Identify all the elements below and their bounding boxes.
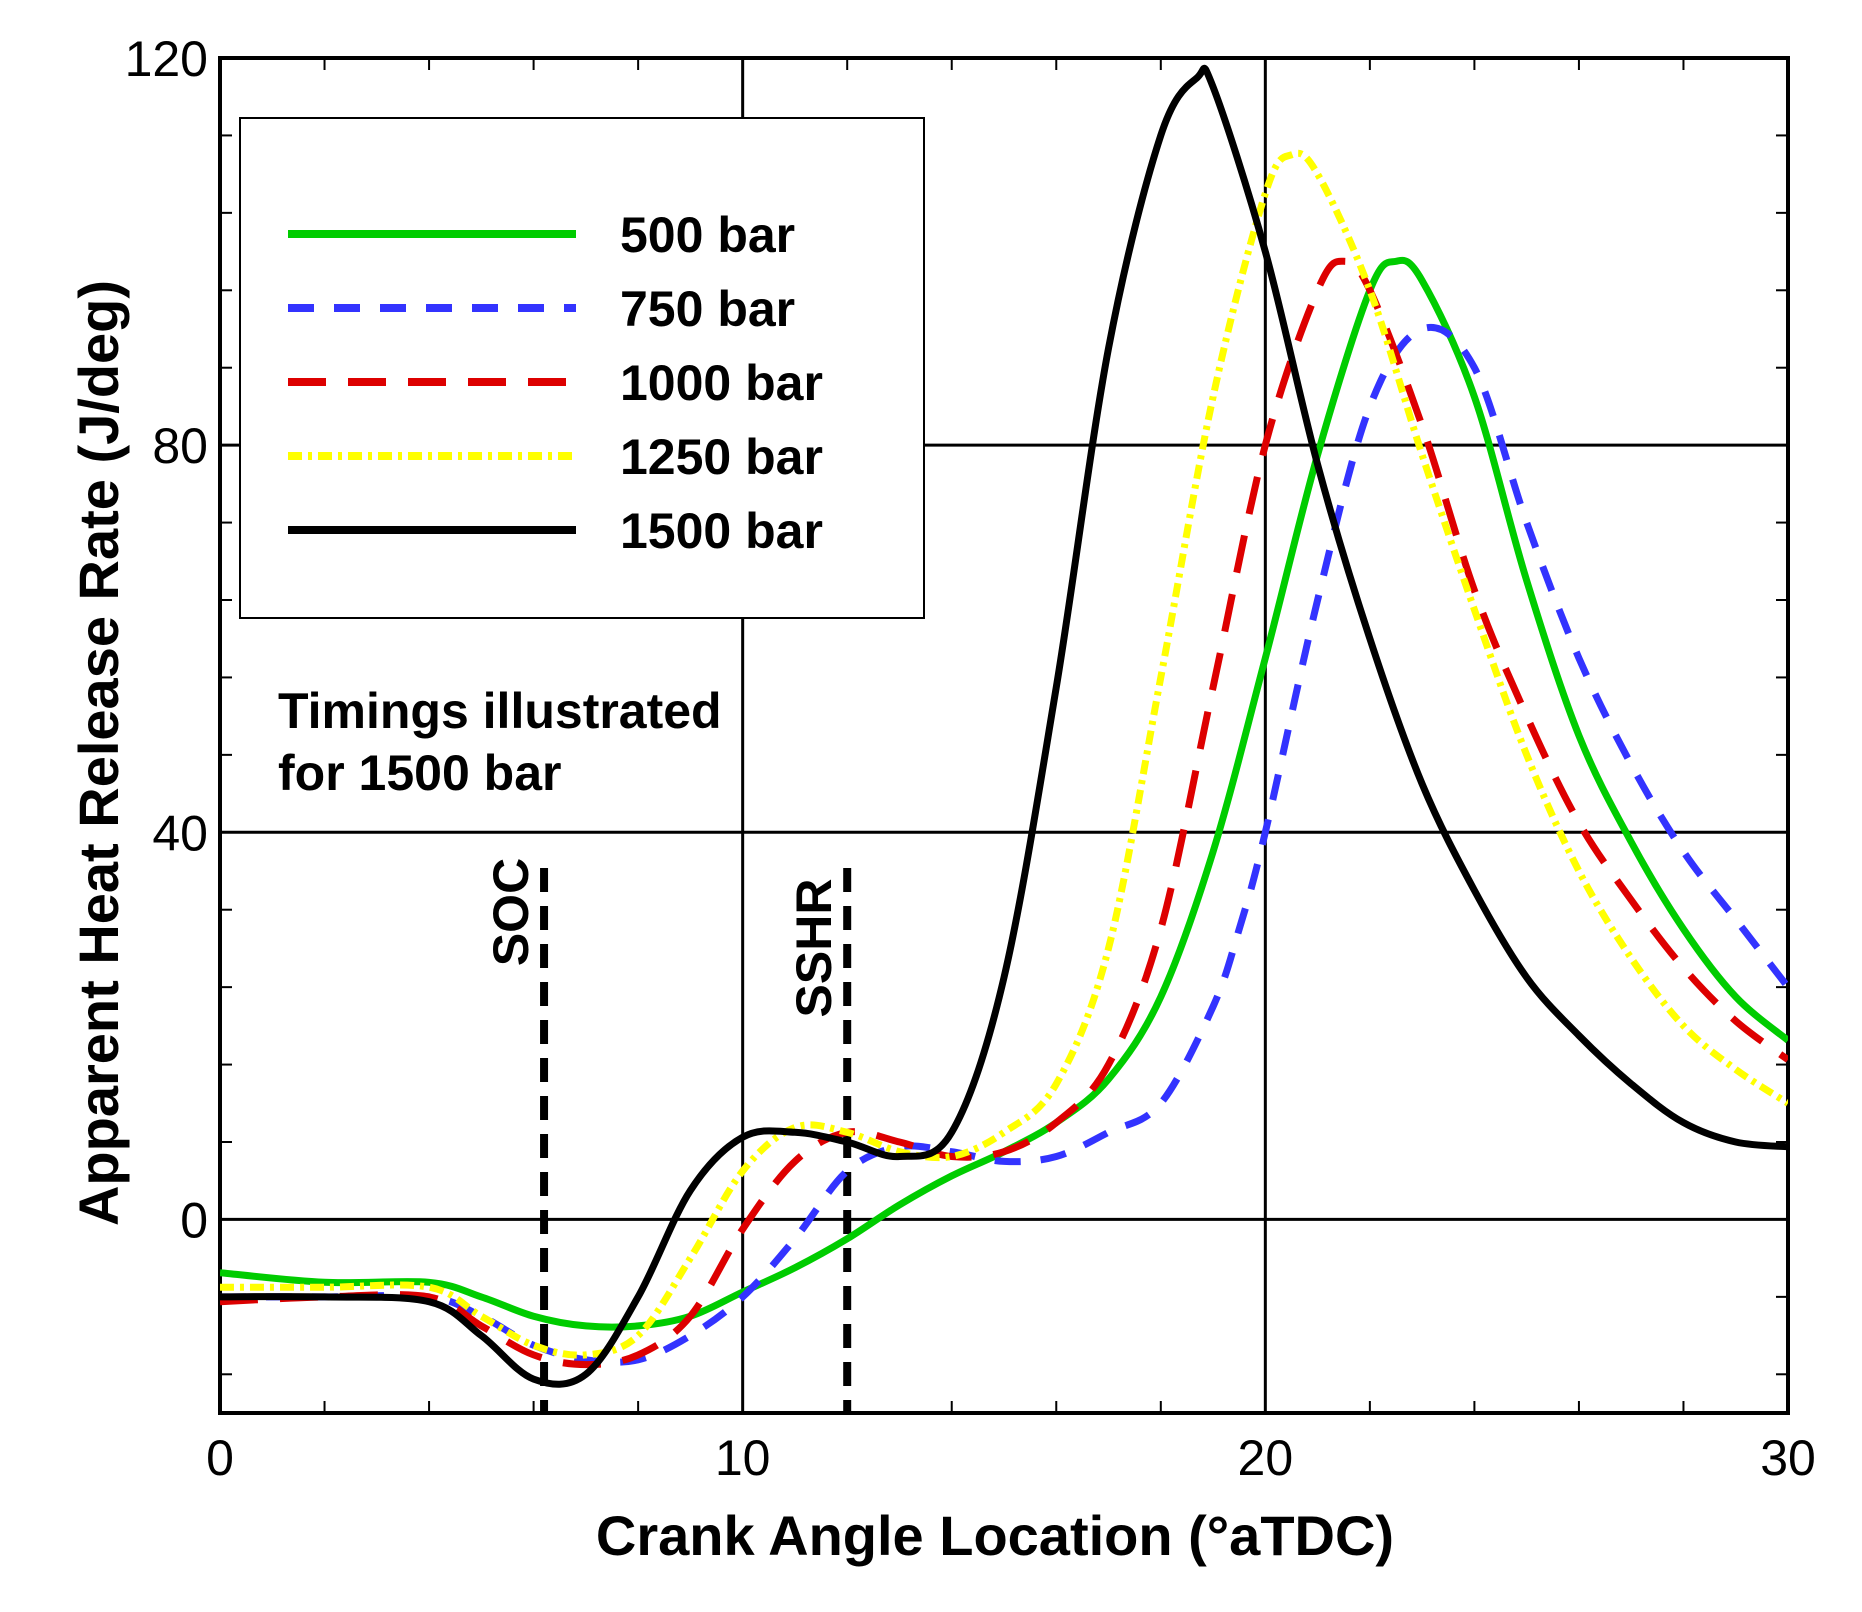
- marker-label-sshr: SSHR: [786, 879, 842, 1018]
- x-axis-title: Crank Angle Location (°aTDC): [596, 1504, 1394, 1567]
- legend-label-1250-bar: 1250 bar: [620, 429, 823, 485]
- plot-frame: [218, 56, 1790, 1415]
- x-tick-label-20: 20: [1238, 1430, 1294, 1486]
- series-line-1250-bar: [220, 149, 1788, 1359]
- minor-ticks: [219, 57, 1789, 1413]
- legend-label-1000-bar: 1000 bar: [620, 355, 823, 411]
- y-tick-label-80: 80: [152, 418, 208, 474]
- x-tick-label-10: 10: [715, 1430, 771, 1486]
- series-line-500-bar: [220, 256, 1788, 1331]
- note-line-1: Timings illustrated: [278, 683, 722, 739]
- series-line-1500-bar: [220, 64, 1788, 1388]
- y-tick-label-40: 40: [152, 805, 208, 861]
- y-tick-label-120: 120: [125, 31, 208, 87]
- y-tick-label-0: 0: [180, 1192, 208, 1248]
- x-tick-label-30: 30: [1760, 1430, 1816, 1486]
- legend: 500 bar 750 bar 1000 bar 1250 bar 1500 bar: [239, 117, 925, 619]
- plot-border: [218, 56, 1790, 1415]
- x-tick-label-0: 0: [206, 1430, 234, 1486]
- axis-tick-labels: 0 10 20 30 0 40 80 120: [125, 31, 1816, 1486]
- legend-label-750-bar: 750 bar: [620, 281, 795, 337]
- note-line-2: for 1500 bar: [278, 745, 561, 801]
- y-axis-title: Apparent Heat Release Rate (J/deg): [67, 280, 130, 1226]
- series-line-750-bar: [220, 324, 1788, 1366]
- legend-box: [239, 117, 925, 619]
- legend-label-500-bar: 500 bar: [620, 207, 795, 263]
- series-lines: [220, 64, 1788, 1388]
- marker-label-soc: SOC: [483, 858, 539, 966]
- legend-label-1500-bar: 1500 bar: [620, 503, 823, 559]
